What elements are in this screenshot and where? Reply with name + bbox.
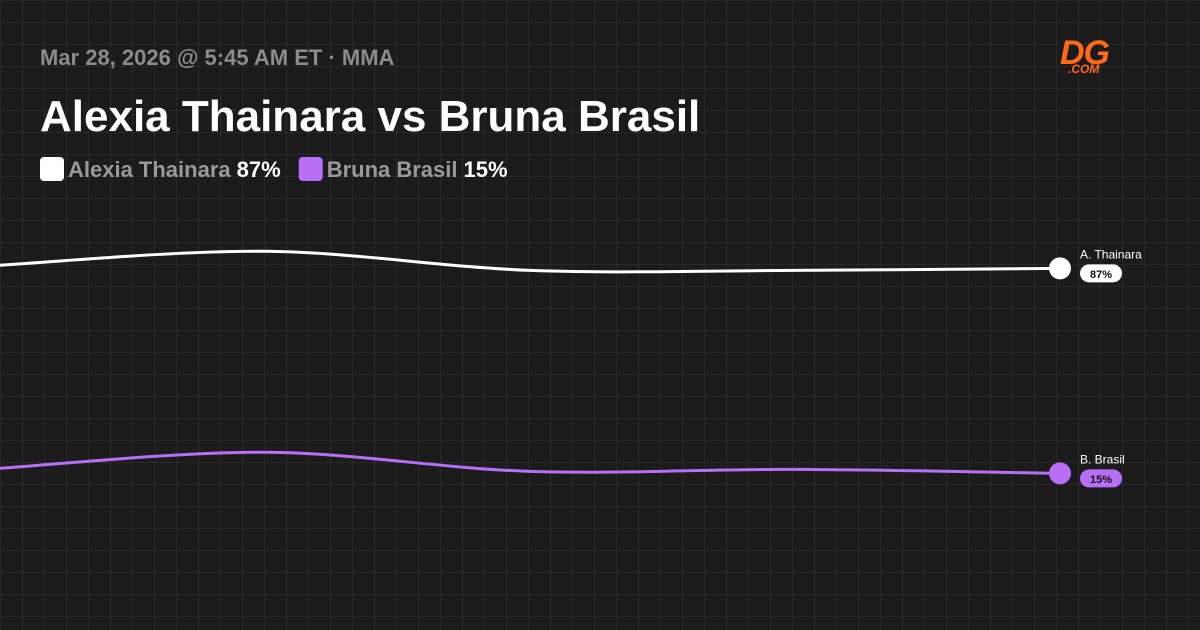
legend-value: 15% [464, 157, 508, 182]
plot: A. Thainara 87% B. Brasil 15% [0, 247, 1142, 488]
series-line [0, 249, 1061, 274]
legend-name: Alexia Thainara [68, 157, 231, 182]
value-pill [1080, 469, 1122, 488]
value-label: 87% [1090, 269, 1112, 281]
end-marker [1049, 462, 1071, 485]
subtitle: Mar 28, 2026 @ 5:45 AM ET · MMA [40, 45, 395, 70]
legend-name: Bruna Brasil [327, 157, 458, 182]
series-line [0, 450, 1061, 475]
legend-swatch [40, 157, 64, 181]
logo: DG .COM [1060, 34, 1111, 76]
end-label: B. Brasil [1080, 452, 1125, 466]
value-pill [1080, 264, 1122, 283]
end-marker [1049, 257, 1071, 280]
brand-domain: .COM [1068, 62, 1100, 76]
chart-title: Alexia Thainara vs Bruna Brasil [40, 92, 700, 141]
value-label: 15% [1090, 474, 1112, 486]
end-label: A. Thainara [1080, 247, 1142, 261]
brand: DG [1060, 34, 1110, 72]
legend-value: 87% [237, 157, 281, 182]
legend: Alexia Thainara 87% Bruna Brasil 15% [40, 157, 508, 182]
legend-swatch [298, 157, 323, 181]
